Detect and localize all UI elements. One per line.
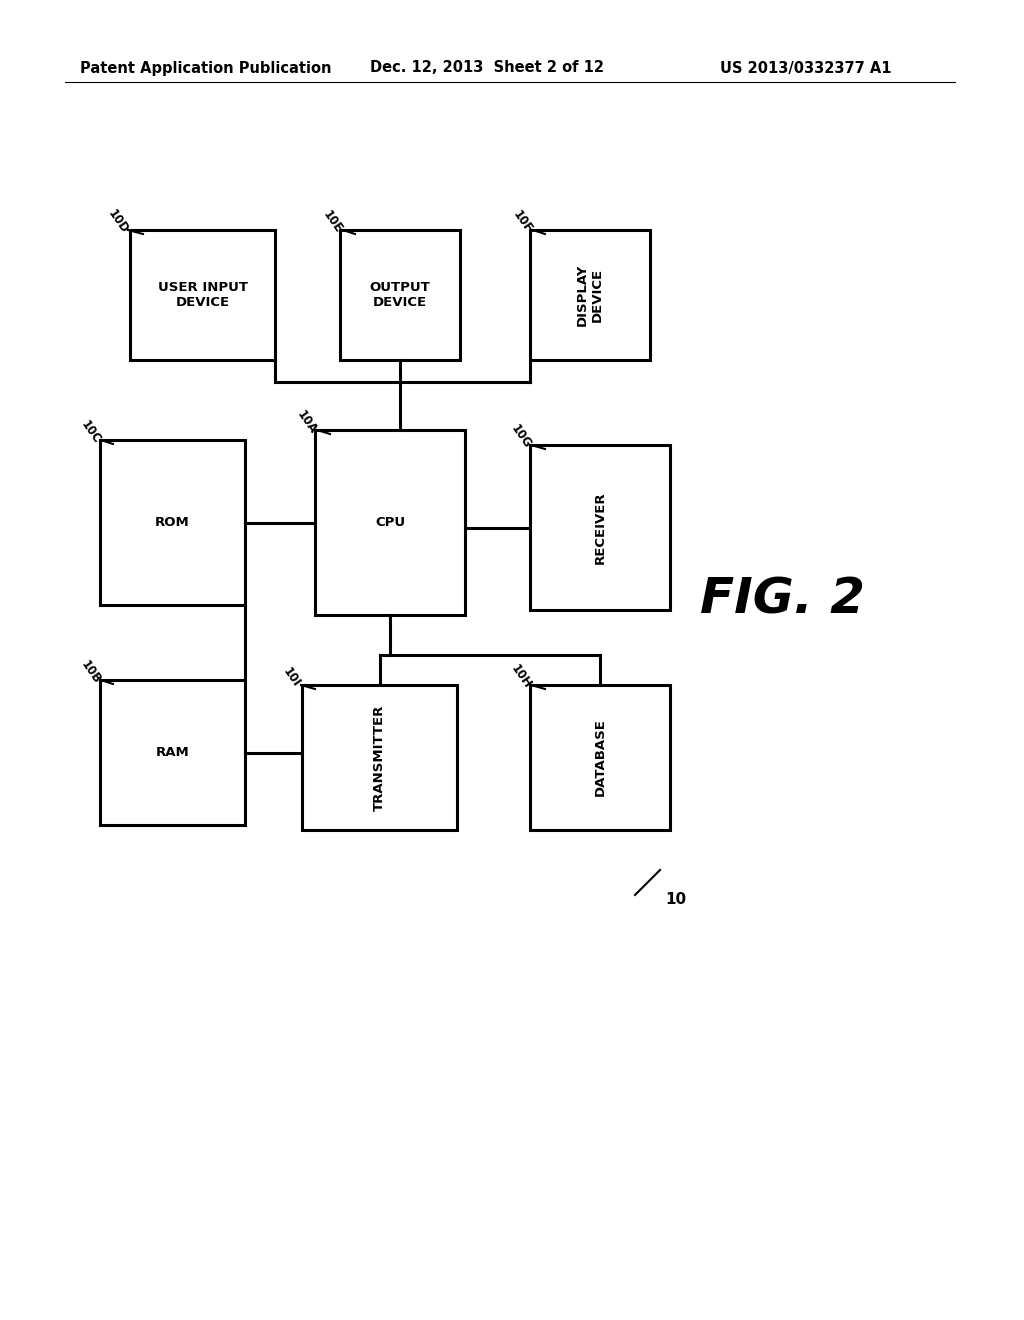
Bar xyxy=(530,685,670,830)
Text: 10: 10 xyxy=(665,892,686,908)
Text: DISPLAY
DEVICE: DISPLAY DEVICE xyxy=(575,264,604,326)
Bar xyxy=(100,440,245,605)
Text: TRANSMITTER: TRANSMITTER xyxy=(373,705,386,810)
Text: RECEIVER: RECEIVER xyxy=(594,491,606,564)
Text: ROM: ROM xyxy=(155,516,189,529)
Text: 10G: 10G xyxy=(508,422,534,451)
Text: FIG. 2: FIG. 2 xyxy=(700,576,865,624)
Text: OUTPUT
DEVICE: OUTPUT DEVICE xyxy=(370,281,430,309)
Text: Patent Application Publication: Patent Application Publication xyxy=(80,61,332,75)
Text: 10H: 10H xyxy=(508,663,534,692)
Text: DATABASE: DATABASE xyxy=(594,718,606,796)
Text: 10A: 10A xyxy=(294,408,319,436)
Text: CPU: CPU xyxy=(375,516,406,529)
Bar xyxy=(530,445,670,610)
Text: 10C: 10C xyxy=(79,418,103,446)
Bar xyxy=(340,230,460,360)
Text: Dec. 12, 2013  Sheet 2 of 12: Dec. 12, 2013 Sheet 2 of 12 xyxy=(370,61,604,75)
Text: US 2013/0332377 A1: US 2013/0332377 A1 xyxy=(720,61,892,75)
Bar xyxy=(530,230,650,360)
Text: RAM: RAM xyxy=(156,746,189,759)
Text: 10D: 10D xyxy=(105,207,131,236)
Text: 10E: 10E xyxy=(321,209,345,236)
Bar xyxy=(302,685,457,830)
Text: 10B: 10B xyxy=(79,657,103,686)
Text: 10F: 10F xyxy=(511,209,536,236)
Text: USER INPUT
DEVICE: USER INPUT DEVICE xyxy=(158,281,248,309)
Bar xyxy=(315,430,465,615)
Bar xyxy=(130,230,275,360)
Text: 10I: 10I xyxy=(280,665,302,689)
Bar xyxy=(100,680,245,825)
